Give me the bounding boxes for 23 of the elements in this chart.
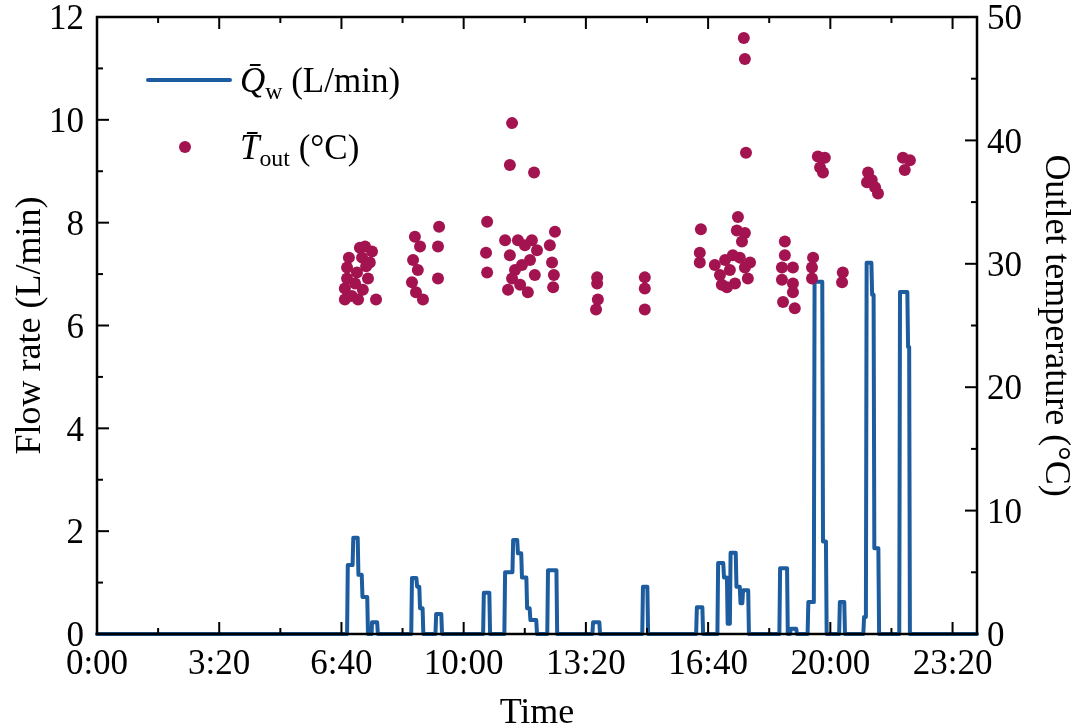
y-axis-title: Flow rate (L/min) (8, 196, 48, 455)
x-tick-label: 13:20 (546, 643, 626, 682)
x-tick-label: 10:00 (423, 643, 504, 682)
x-tick-label: 6:40 (310, 643, 373, 682)
y-tick-label: 8 (66, 203, 84, 243)
y-tick-label: 4 (66, 409, 84, 449)
x-tick-label: 16:40 (668, 643, 748, 682)
y2-tick-label: 40 (987, 121, 1022, 161)
y2-tick-label: 20 (987, 368, 1022, 408)
line-series (95, 260, 979, 636)
x-axis-title: Time (499, 691, 575, 728)
y2-tick-label: 30 (987, 245, 1022, 285)
x-tick-label: 3:20 (188, 643, 251, 682)
legend-label: T̄$_{out}$ (°C) (240, 128, 360, 172)
x-tick-label: 20:00 (790, 643, 871, 682)
y-tick-label: 10 (49, 101, 84, 141)
y2-tick-label: 10 (987, 491, 1022, 531)
y-tick-label: 12 (49, 0, 84, 38)
y-tick-label: 6 (66, 306, 84, 346)
legend-label: Q̄$_{w}$ (L/min) (240, 61, 401, 105)
y2-axis-title: Outlet temperature (°C) (1038, 154, 1078, 497)
y-tick-label: 2 (66, 512, 84, 552)
y2-tick-label: 50 (987, 0, 1022, 38)
